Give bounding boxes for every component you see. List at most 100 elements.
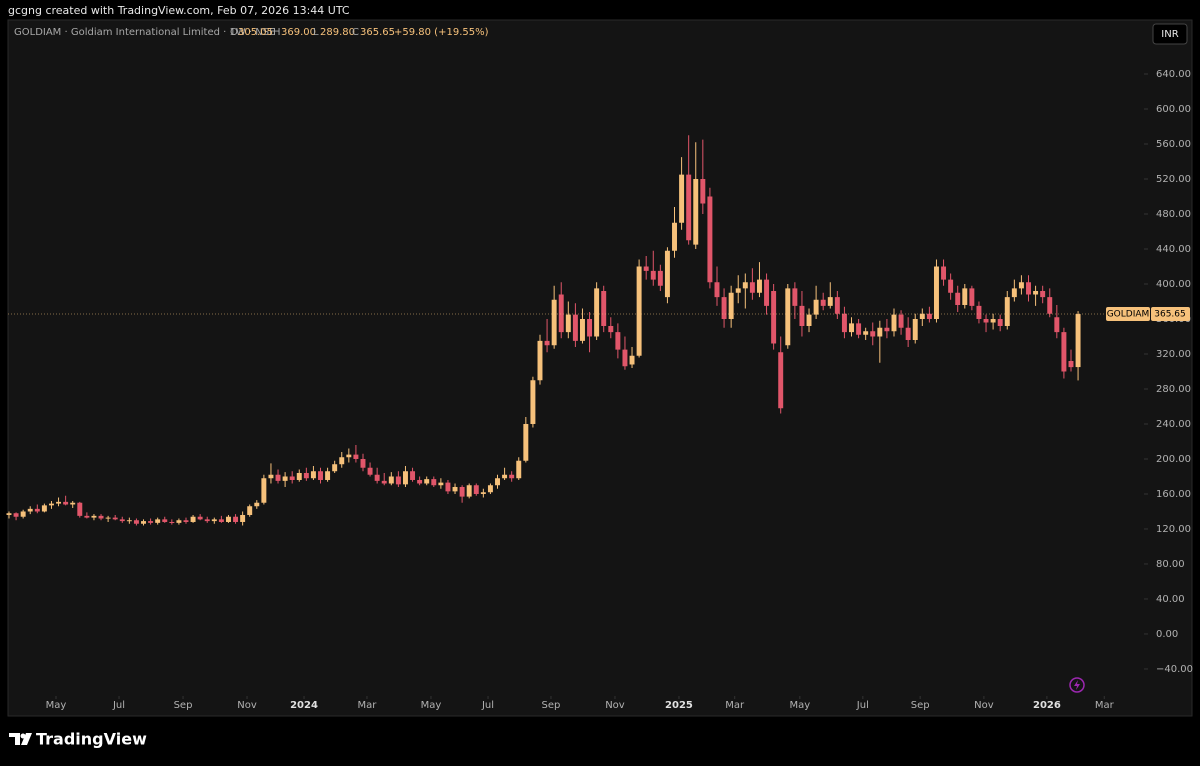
events-icon[interactable] [1069,677,1085,693]
candle-body [332,464,338,472]
candle-body [402,471,408,485]
candle-body [367,467,373,475]
candle-body [735,288,741,293]
candle-body [495,478,500,486]
candle-body [211,519,217,522]
candle-body [721,297,727,319]
candle-body [976,305,982,319]
y-tick-label: 80.00 [1156,559,1185,570]
y-tick-label: 0.00 [1156,629,1178,640]
candle-body [799,305,805,326]
candle-body [176,520,182,523]
candle-body [806,314,812,326]
y-tick-label: 280.00 [1156,384,1191,395]
candle-body [119,519,125,522]
candle-body [452,486,458,492]
candle-body [1011,288,1017,298]
candle-body [56,501,62,504]
candle-body [771,290,777,344]
candle-body [480,492,486,494]
x-tick-label: Nov [605,700,625,711]
candle-body [728,292,734,319]
x-tick-label: Mar [1095,700,1115,711]
candle-body [905,327,911,340]
candle-body [1040,290,1046,298]
candle-body [296,472,302,480]
candle-body [983,318,989,323]
candle-body [664,250,670,298]
candle-body [891,314,897,332]
candle-body [756,279,762,293]
candle-body [41,505,47,512]
symbol: GOLDIAM · Goldiam International Limited … [14,27,275,38]
logo: TradingView [9,730,147,749]
candle-body [537,340,543,381]
candle-body [813,299,819,315]
candle-body [105,517,111,519]
candle-body [268,474,274,479]
candle-body [933,266,939,319]
candle-body [615,332,621,350]
candle-body [169,521,175,523]
candle-body [997,318,1003,326]
x-tick-label: Mar [725,700,745,711]
candle-body [877,327,883,337]
candle-body [275,474,281,481]
x-tick-label: May [421,700,442,711]
candle-body [1068,360,1074,368]
candle-body [601,290,607,326]
y-tick-label: 320.00 [1156,349,1191,360]
currency-button[interactable] [1152,23,1188,45]
candle-body [834,297,840,314]
y-tick-label: 560.00 [1156,139,1191,150]
candle-body [778,352,784,409]
candle-body [558,294,564,333]
candle-body [225,516,231,522]
candle-body [544,340,550,346]
y-tick-label: 40.00 [1156,594,1185,605]
candle-body [643,266,649,271]
candle-body [346,454,352,458]
candle-body [148,521,154,523]
candle-body [693,179,699,245]
candle-body [608,325,614,333]
candle-body [622,349,628,367]
candle-body [629,355,635,365]
candles [6,135,1081,526]
x-tick-label: Mar [358,700,378,711]
candle-body [912,318,918,340]
candle-body [502,474,508,479]
y-tick-label: 240.00 [1156,419,1191,430]
candle-body [417,479,423,484]
y-tick-label: 400.00 [1156,279,1191,290]
candle-body [473,485,479,494]
candle-body [516,460,522,479]
candle-body [325,471,331,480]
candle-body [155,519,161,523]
x-tick-label: 2025 [665,700,693,711]
open-key: O [230,27,238,38]
candle-body [565,314,571,333]
candle-body [438,482,444,486]
logo-mark [9,733,32,745]
candle-body [686,174,692,241]
candle-body [112,517,118,520]
candle-body [445,482,451,492]
candle-body [48,503,54,506]
candle-body [289,476,295,480]
candle-body [594,288,600,337]
y-tick-label: 520.00 [1156,174,1191,185]
candle-body [509,474,515,479]
candle-body [579,318,585,341]
candle-body [261,478,267,503]
candle-body [990,318,996,323]
x-tick-label: Sep [911,700,930,711]
candle-body [672,222,677,251]
candle-body [282,476,288,481]
candle-body [218,519,224,522]
candle-body [551,299,557,346]
candle-body [91,515,97,518]
candle-body [856,323,862,335]
candle-body [700,179,706,204]
